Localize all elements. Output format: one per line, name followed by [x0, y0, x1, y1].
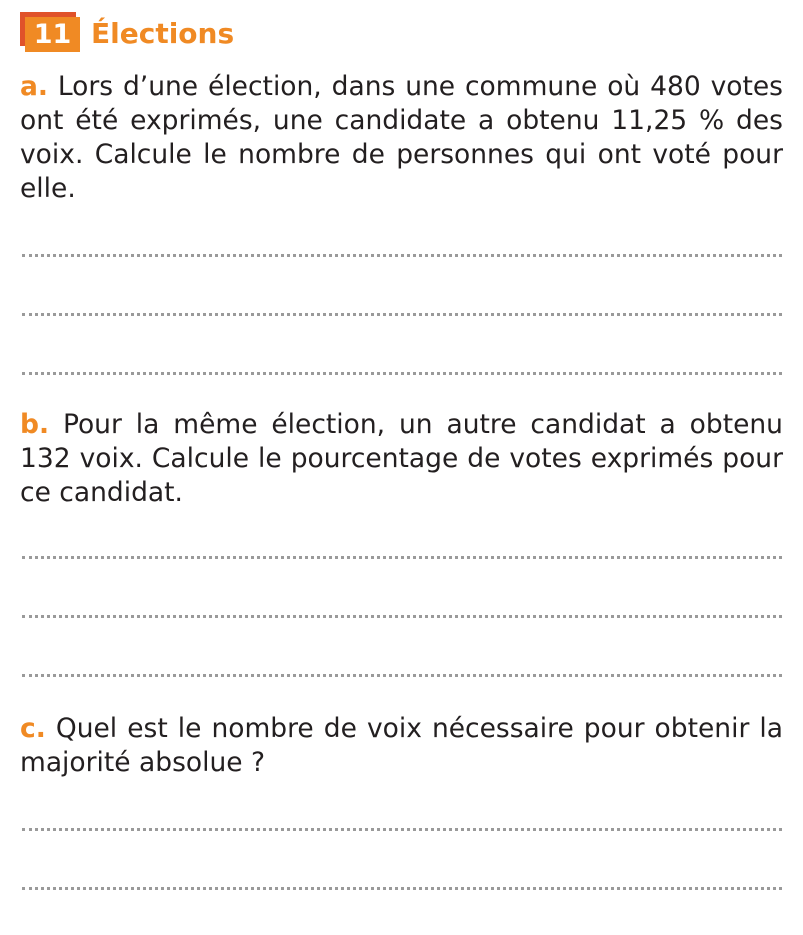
question-a: a. Lors d’une élection, dans une commune…	[20, 70, 783, 206]
answer-line[interactable]	[22, 556, 782, 559]
question-text: Lors d’une élection, dans une commune où…	[20, 71, 783, 204]
question-label: c.	[20, 713, 46, 744]
question-b: b. Pour la même élection, un autre candi…	[20, 408, 783, 510]
question-label: a.	[20, 71, 48, 102]
answer-line[interactable]	[22, 254, 782, 257]
answer-line[interactable]	[22, 372, 782, 375]
question-text: Quel est le nombre de voix nécessaire po…	[20, 713, 783, 778]
question-text: Pour la même élection, un autre candidat…	[20, 409, 783, 508]
answer-line[interactable]	[22, 828, 782, 831]
answer-line[interactable]	[22, 313, 782, 316]
exercise-number: 11	[25, 17, 80, 52]
exercise-number-badge: 11	[20, 12, 80, 52]
answer-line[interactable]	[22, 615, 782, 618]
question-label: b.	[20, 409, 50, 440]
answer-line[interactable]	[22, 674, 782, 677]
exercise-title: Élections	[91, 17, 235, 50]
question-c: c. Quel est le nombre de voix nécessaire…	[20, 712, 783, 780]
answer-line[interactable]	[22, 887, 782, 890]
